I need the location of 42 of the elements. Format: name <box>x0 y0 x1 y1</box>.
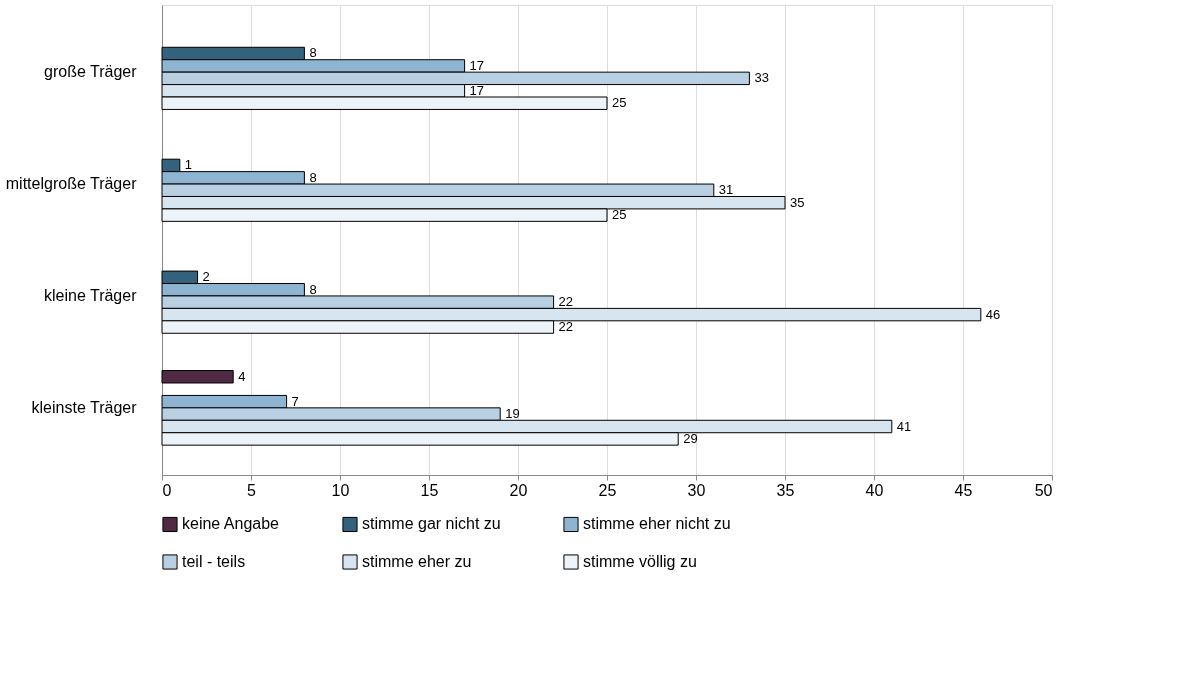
data-label: 2 <box>202 269 210 285</box>
legend-label: stimme gar nicht zu <box>362 515 501 533</box>
legend-label: stimme eher zu <box>362 553 472 570</box>
data-label: 8 <box>309 169 317 185</box>
x-tick-label: 30 <box>687 481 706 499</box>
x-tick-label: 45 <box>954 481 973 499</box>
legend-label: stimme völlig zu <box>583 553 697 570</box>
data-label: 22 <box>558 294 574 310</box>
data-label: 17 <box>469 82 485 98</box>
x-tick-label: 20 <box>509 481 528 499</box>
x-tick-label: 0 <box>162 481 172 499</box>
y-tick-label: kleinste Träger <box>31 398 138 416</box>
data-label: 22 <box>558 319 574 335</box>
x-tick-label: 50 <box>1034 481 1053 499</box>
x-tick-label: 25 <box>598 481 617 499</box>
y-tick-label: kleine Träger <box>44 286 138 304</box>
x-tick-label: 5 <box>247 481 257 499</box>
x-tick-label: 10 <box>331 481 350 499</box>
data-label: 19 <box>505 406 520 422</box>
legend-label: teil - teils <box>182 553 246 570</box>
data-label: 4 <box>238 368 246 384</box>
data-label: 1 <box>184 157 193 173</box>
data-label: 46 <box>985 306 1001 322</box>
x-tick-label: 40 <box>865 481 884 499</box>
data-label: 25 <box>612 95 627 111</box>
legend-label: keine Angabe <box>182 515 280 533</box>
bar <box>161 370 234 384</box>
data-label: 31 <box>718 182 734 198</box>
legend-label: stimme eher nicht zu <box>583 515 731 533</box>
y-tick-label: große Träger <box>44 63 138 81</box>
data-label: 25 <box>612 207 627 223</box>
x-tick-label: 35 <box>776 481 795 499</box>
data-label: 33 <box>754 70 769 86</box>
data-label: 35 <box>790 194 805 210</box>
data-label: 8 <box>309 281 317 297</box>
x-tick-label: 15 <box>420 481 439 499</box>
data-label: 29 <box>683 430 698 446</box>
data-label: 41 <box>896 418 912 434</box>
data-label: 7 <box>291 393 299 409</box>
y-tick-label: mittelgroße Träger <box>5 175 138 193</box>
data-label: 8 <box>309 45 317 61</box>
data-label: 17 <box>469 57 485 73</box>
